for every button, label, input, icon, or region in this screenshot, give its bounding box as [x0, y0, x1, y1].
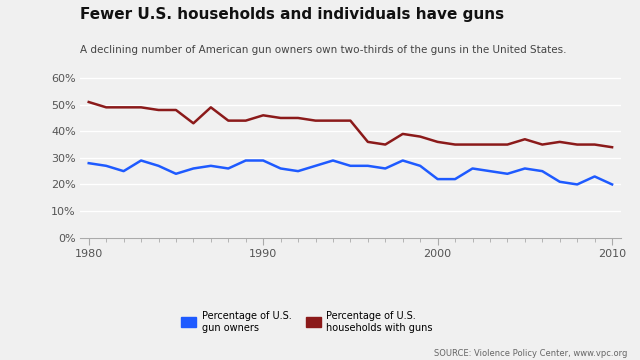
Legend: Percentage of U.S.
gun owners, Percentage of U.S.
households with guns: Percentage of U.S. gun owners, Percentag… — [177, 307, 437, 336]
Text: Fewer U.S. households and individuals have guns: Fewer U.S. households and individuals ha… — [80, 7, 504, 22]
Text: A declining number of American gun owners own two-thirds of the guns in the Unit: A declining number of American gun owner… — [80, 45, 566, 55]
Text: SOURCE: Violence Policy Center, www.vpc.org: SOURCE: Violence Policy Center, www.vpc.… — [434, 349, 627, 358]
